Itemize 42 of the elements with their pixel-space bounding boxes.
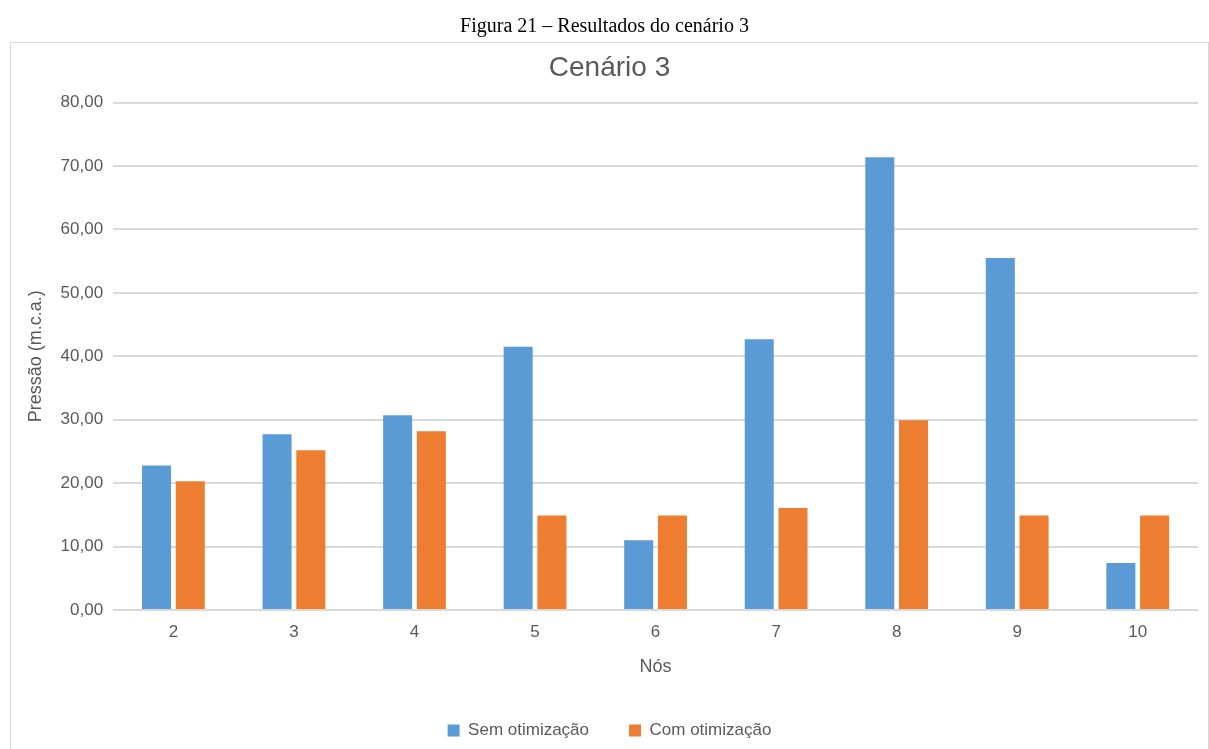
bar [416, 431, 446, 609]
x-tick-label: 10 [1128, 621, 1148, 641]
bar [142, 465, 172, 609]
bar [537, 515, 567, 609]
bar [296, 450, 326, 609]
bar [778, 507, 808, 609]
chart-subtitle: Cenário 3 [548, 50, 671, 82]
bar [262, 434, 292, 609]
y-tick-label: 70,00 [60, 155, 104, 175]
chart-title: Figura 21 – Resultados do cenário 3 [459, 14, 750, 37]
bar [175, 481, 205, 609]
bar [744, 339, 774, 609]
y-axis-title: Pressão (m.c.a.) [24, 290, 45, 423]
x-tick-label: 3 [289, 621, 299, 641]
bar [1140, 515, 1170, 609]
y-tick-label: 80,00 [60, 92, 104, 112]
x-tick-label: 8 [891, 621, 902, 641]
bar [899, 420, 929, 609]
bar [624, 540, 654, 609]
y-tick-label: 0,00 [70, 599, 104, 619]
y-tick-label: 40,00 [60, 345, 104, 365]
legend-label: Com otimização [649, 720, 772, 740]
x-tick-label: 6 [650, 621, 661, 641]
y-tick-label: 50,00 [60, 282, 104, 302]
legend-label: Sem otimização [468, 720, 590, 740]
bar [657, 515, 687, 609]
x-tick-label: 4 [409, 621, 420, 641]
y-tick-label: 60,00 [60, 219, 104, 239]
bar [1019, 515, 1049, 609]
x-tick-label: 7 [771, 621, 781, 641]
x-tick-label: 2 [168, 621, 179, 641]
y-tick-label: 30,00 [60, 409, 104, 429]
bar [985, 257, 1015, 609]
bar [503, 346, 533, 609]
bar [1106, 563, 1136, 609]
x-axis-title: Nós [639, 656, 672, 677]
x-tick-label: 5 [530, 621, 540, 641]
y-tick-label: 10,00 [60, 536, 104, 556]
bar [383, 415, 413, 609]
y-tick-label: 20,00 [60, 472, 104, 492]
bar [865, 157, 895, 609]
x-tick-label: 9 [1012, 621, 1022, 641]
